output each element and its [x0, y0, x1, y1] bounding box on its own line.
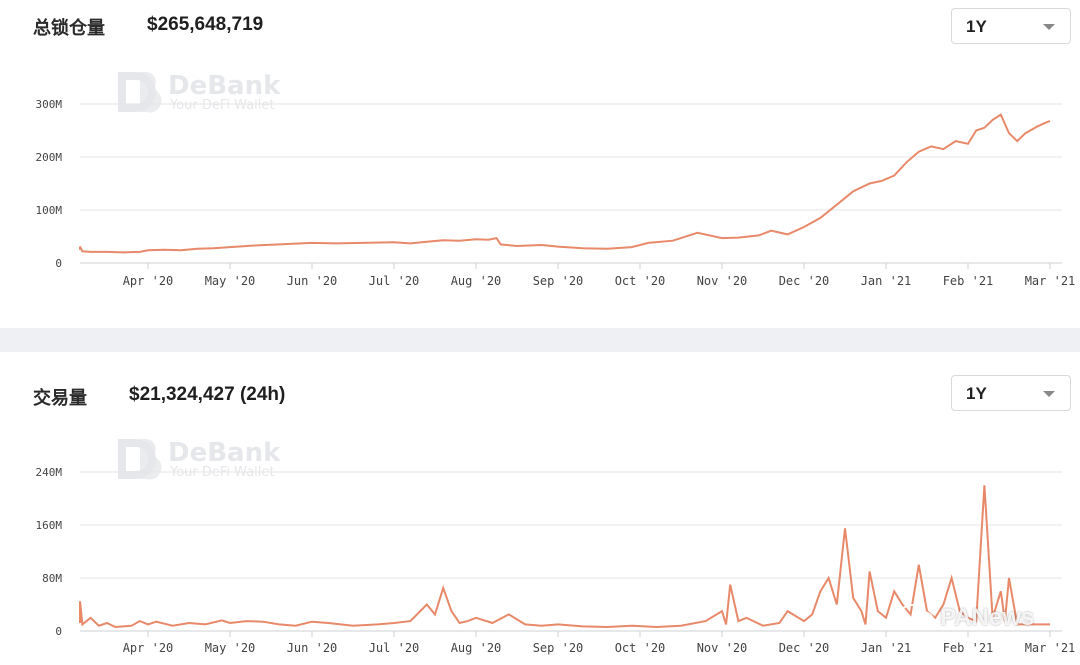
- tvl-series-line: [79, 113, 1051, 254]
- tvl-x-ticks: Apr '20 May '20 Jun '20 Jul '20 Aug '20 Sep '…: [123, 263, 1076, 288]
- x-tick-label: Jun '20: [287, 274, 338, 288]
- x-tick-label: Nov '20: [697, 641, 748, 655]
- tvl-chart: DeBank Your DeFi Wallet 0 100M 200M 300M Ap…: [36, 71, 1076, 288]
- panews-text: PANews: [940, 604, 1035, 631]
- x-tick-label: Jan '21: [861, 641, 912, 655]
- x-tick-label: Nov '20: [697, 274, 748, 288]
- volume-series-line: [79, 485, 1050, 629]
- x-tick-label: Jun '20: [287, 641, 338, 655]
- chevron-down-icon: [1043, 24, 1055, 30]
- x-tick-label: Mar '21: [1025, 274, 1076, 288]
- panel-divider: [0, 328, 1080, 352]
- debank-watermark: DeBank Your DeFi Wallet: [118, 438, 281, 480]
- tvl-range-dropdown[interactable]: 1Y: [951, 8, 1071, 44]
- chevron-down-icon: [1043, 391, 1055, 397]
- tvl-value: $265,648,719: [147, 14, 264, 35]
- x-tick-label: Mar '21: [1025, 641, 1076, 655]
- tvl-panel: 总锁仓量 $265,648,719 1Y DeBank Your DeFi Wa…: [0, 0, 1080, 328]
- volume-range-dropdown[interactable]: 1Y: [951, 375, 1071, 411]
- tvl-y-ticks: 0 100M 200M 300M: [36, 98, 63, 270]
- x-tick-label: May '20: [205, 641, 256, 655]
- y-tick-label: 160M: [36, 519, 63, 532]
- tvl-range-label: 1Y: [966, 17, 987, 36]
- y-tick-label: 240M: [36, 466, 63, 479]
- y-tick-label: 200M: [36, 151, 63, 164]
- debank-logo-icon: [118, 72, 162, 113]
- volume-range-label: 1Y: [966, 384, 987, 403]
- debank-tagline: Your DeFi Wallet: [169, 98, 274, 113]
- x-tick-label: Oct '20: [615, 641, 666, 655]
- x-tick-label: May '20: [205, 274, 256, 288]
- y-tick-label: 100M: [36, 204, 63, 217]
- debank-logo-icon: [118, 439, 162, 480]
- wechat-icon: [899, 604, 934, 629]
- x-tick-label: Jan '21: [861, 274, 912, 288]
- y-tick-label: 0: [55, 625, 62, 638]
- y-tick-label: 0: [55, 257, 62, 270]
- x-tick-label: Aug '20: [451, 274, 502, 288]
- volume-grid: [80, 471, 1062, 632]
- volume-y-ticks: 0 80M 160M 240M: [36, 466, 63, 638]
- panews-overlay-watermark: PANews: [898, 600, 1048, 634]
- x-tick-label: Apr '20: [123, 641, 174, 655]
- tvl-title: 总锁仓量: [33, 18, 105, 38]
- x-tick-label: Feb '21: [943, 641, 994, 655]
- x-tick-label: Jul '20: [369, 274, 420, 288]
- volume-title: 交易量: [33, 388, 87, 408]
- volume-x-ticks: Apr '20 May '20 Jun '20 Jul '20 Aug '20 Sep '…: [123, 631, 1076, 655]
- x-tick-label: Sep '20: [533, 274, 584, 288]
- x-tick-label: Apr '20: [123, 274, 174, 288]
- x-tick-label: Feb '21: [943, 274, 994, 288]
- x-tick-label: Dec '20: [779, 274, 830, 288]
- tvl-grid: [80, 103, 1062, 264]
- volume-value: $21,324,427 (24h): [129, 384, 286, 405]
- x-tick-label: Dec '20: [779, 641, 830, 655]
- y-tick-label: 80M: [42, 572, 62, 585]
- debank-brand: DeBank: [168, 71, 281, 101]
- volume-chart: DeBank Your DeFi Wallet 0 80M 160M 240M Apr…: [36, 438, 1076, 655]
- x-tick-label: Oct '20: [615, 274, 666, 288]
- debank-brand: DeBank: [168, 438, 281, 468]
- x-tick-label: Sep '20: [533, 641, 584, 655]
- debank-watermark: DeBank Your DeFi Wallet: [118, 71, 281, 113]
- x-tick-label: Aug '20: [451, 641, 502, 655]
- x-tick-label: Jul '20: [369, 641, 420, 655]
- y-tick-label: 300M: [36, 98, 63, 111]
